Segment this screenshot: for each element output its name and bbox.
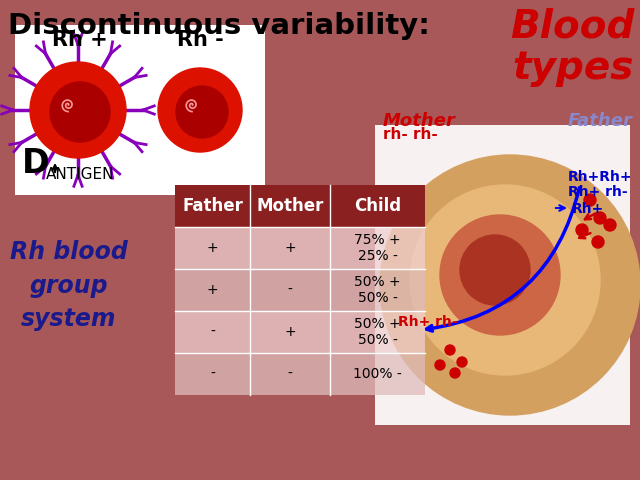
Text: Rh -: Rh -	[177, 30, 223, 50]
Bar	[375, 125, 630, 425]
Bar	[175, 269, 425, 311]
Circle shape	[450, 368, 460, 378]
Text: Rh+Rh+: Rh+Rh+	[568, 170, 632, 184]
Text: D: D	[22, 147, 50, 180]
Text: Father: Father	[568, 112, 633, 130]
Text: Rh +: Rh +	[52, 30, 108, 50]
Circle shape	[457, 357, 467, 367]
Text: ANTIGEN: ANTIGEN	[46, 167, 115, 182]
Text: Discontinuous variability:: Discontinuous variability:	[8, 12, 430, 40]
Text: -: -	[287, 367, 292, 381]
Circle shape	[176, 86, 228, 138]
Text: Father: Father	[182, 197, 243, 215]
Circle shape	[576, 224, 588, 236]
Text: -: -	[287, 283, 292, 297]
Text: 50% +
50% -: 50% + 50% -	[354, 275, 401, 305]
Text: 75% +
25% -: 75% + 25% -	[354, 233, 401, 263]
Circle shape	[460, 235, 530, 305]
Text: -: -	[210, 367, 215, 381]
Circle shape	[594, 212, 606, 224]
Circle shape	[435, 360, 445, 370]
Circle shape	[592, 236, 604, 248]
Text: 50% +
50% -: 50% + 50% -	[354, 317, 401, 347]
Text: +: +	[284, 325, 296, 339]
Circle shape	[604, 219, 616, 231]
Circle shape	[30, 62, 126, 158]
Bar	[175, 227, 425, 269]
Text: Blood
types: Blood types	[511, 8, 635, 87]
Bar	[175, 311, 425, 353]
Bar	[15, 25, 265, 195]
Text: Child: Child	[354, 197, 401, 215]
Text: +: +	[207, 283, 218, 297]
Circle shape	[50, 82, 110, 142]
Text: +: +	[207, 241, 218, 255]
Circle shape	[158, 68, 242, 152]
Text: Rh+ rh-: Rh+ rh-	[568, 185, 628, 199]
Circle shape	[410, 185, 600, 375]
Text: +: +	[284, 241, 296, 255]
Text: Rh+: Rh+	[572, 202, 604, 216]
Circle shape	[445, 345, 455, 355]
Text: Mother: Mother	[256, 197, 324, 215]
Text: -: -	[210, 325, 215, 339]
Circle shape	[584, 194, 596, 206]
Circle shape	[380, 155, 640, 415]
Text: Mother: Mother	[383, 112, 456, 130]
Text: rh- rh-: rh- rh-	[383, 127, 438, 142]
Text: Rh+ rh-: Rh+ rh-	[398, 315, 458, 329]
Circle shape	[440, 215, 560, 335]
Bar	[175, 353, 425, 395]
Bar	[175, 185, 425, 227]
Text: Rh blood
group
system: Rh blood group system	[10, 240, 128, 331]
Text: 100% -: 100% -	[353, 367, 402, 381]
